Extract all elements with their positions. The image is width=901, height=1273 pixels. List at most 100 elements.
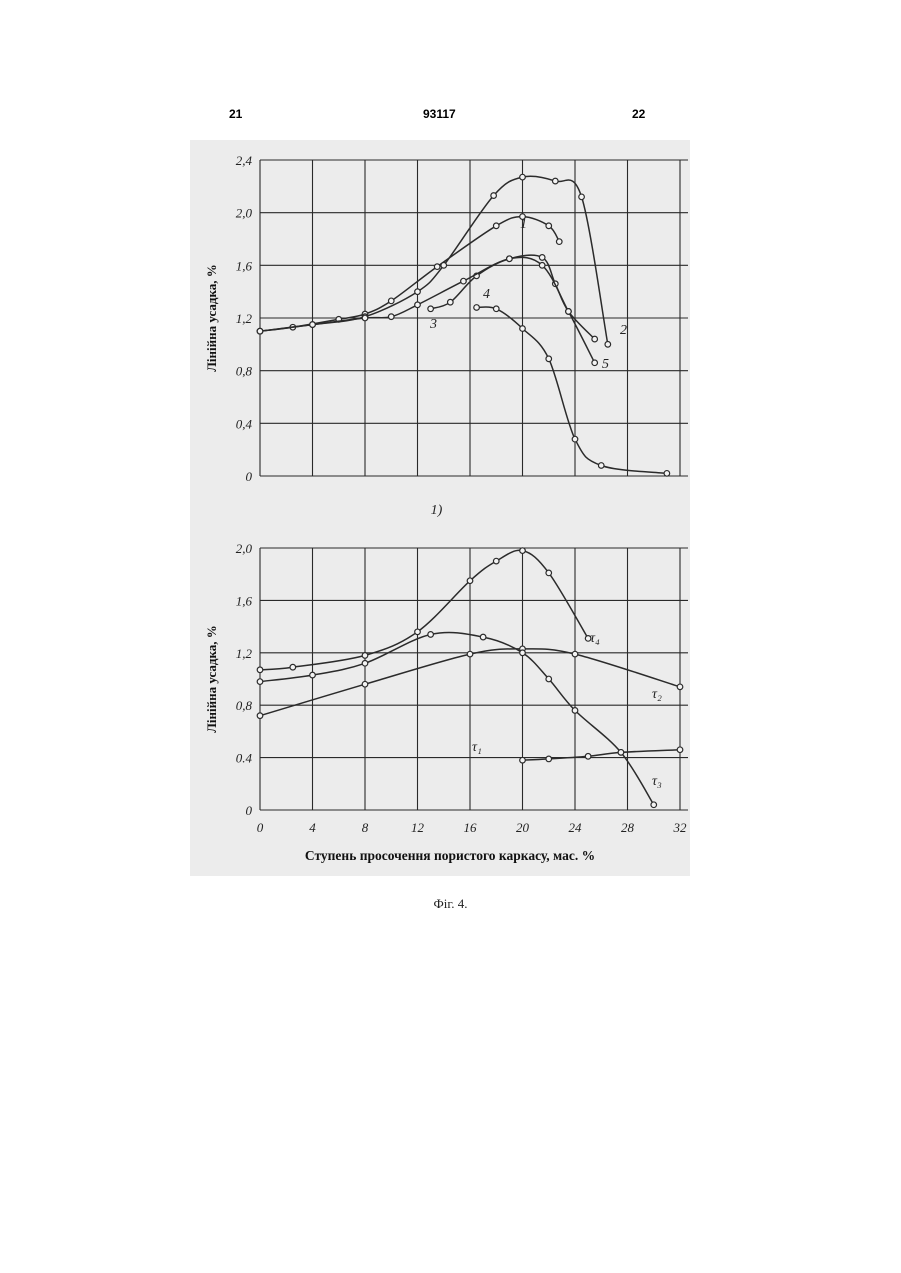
- figure-panel: 00,40,81,21,62,02,4Лінійна усадка, %1)12…: [190, 140, 690, 876]
- data-point: [546, 570, 552, 576]
- x-tick-label: 20: [516, 820, 530, 835]
- data-point: [415, 302, 421, 308]
- data-point: [520, 757, 526, 763]
- y-tick-label: 2,0: [236, 541, 253, 556]
- data-point: [474, 305, 480, 311]
- y-tick-label: 0: [246, 803, 253, 818]
- data-point: [388, 314, 394, 320]
- data-point: [467, 578, 473, 584]
- y-tick-label: 1,2: [236, 311, 253, 326]
- series-label: 3: [429, 317, 437, 332]
- data-point: [539, 263, 545, 269]
- data-point: [605, 342, 611, 348]
- page-number-right: 22: [632, 107, 645, 121]
- series-line: [477, 307, 667, 474]
- series-label: τ₄: [590, 631, 600, 646]
- data-point: [434, 264, 440, 270]
- data-point: [592, 360, 598, 366]
- data-point: [546, 676, 552, 682]
- data-point: [520, 548, 526, 554]
- x-tick-label: 24: [569, 820, 583, 835]
- data-point: [448, 299, 454, 305]
- y-tick-label: 0.4: [236, 751, 253, 766]
- data-point: [651, 802, 657, 808]
- bottom-chart: 0 0.4 0,8 1,2 1,6 2,0 0 4 8 12 16 20 24 28 32 Лінійна у…: [204, 541, 688, 863]
- x-tick-label: 28: [621, 820, 635, 835]
- x-axis-label: Ступень просочення пористого каркасу, ма…: [305, 848, 595, 863]
- x-tick-label: 16: [464, 820, 478, 835]
- data-point: [579, 194, 585, 200]
- data-point: [461, 278, 467, 284]
- panel-label: 1): [431, 503, 443, 518]
- data-point: [493, 306, 499, 312]
- data-point: [566, 309, 572, 315]
- data-point: [520, 650, 526, 656]
- data-point: [493, 223, 499, 229]
- data-point: [362, 315, 368, 321]
- y-tick-label: 1,2: [236, 646, 253, 661]
- data-point: [553, 178, 559, 184]
- y-tick-label: 1,6: [236, 593, 253, 608]
- y-tick-label: 1,6: [236, 258, 253, 273]
- series-label: 5: [602, 357, 609, 372]
- chart-svg: 00,40,81,21,62,02,4Лінійна усадка, %1)12…: [190, 140, 690, 876]
- data-point: [257, 713, 263, 719]
- y-axis-label: Лінійна усадка, %: [204, 625, 219, 733]
- data-point: [362, 660, 368, 666]
- series-label: 4: [483, 287, 490, 302]
- y-tick-label: 0,4: [236, 416, 253, 431]
- data-point: [572, 651, 578, 657]
- series-label: 2: [620, 323, 627, 338]
- data-point: [290, 664, 296, 670]
- data-point: [664, 471, 670, 477]
- patent-number: 93117: [423, 107, 456, 121]
- x-tick-label: 12: [411, 820, 425, 835]
- data-point: [520, 326, 526, 332]
- y-tick-label: 0: [246, 469, 253, 484]
- data-point: [388, 298, 394, 304]
- data-point: [362, 653, 368, 659]
- data-point: [677, 684, 683, 690]
- data-point: [556, 239, 562, 245]
- series-line: [260, 633, 654, 805]
- data-point: [520, 174, 526, 180]
- data-point: [257, 667, 263, 673]
- data-point: [428, 306, 434, 312]
- data-point: [618, 750, 624, 756]
- data-point: [585, 753, 591, 759]
- x-tick-label: 0: [257, 820, 264, 835]
- series-line: [431, 255, 595, 339]
- series-label: τ₂: [652, 687, 662, 702]
- series-line: [260, 550, 588, 670]
- page-number-left: 21: [229, 107, 242, 121]
- y-tick-label: 0,8: [236, 698, 253, 713]
- data-point: [507, 256, 513, 262]
- data-point: [598, 463, 604, 469]
- data-point: [677, 747, 683, 753]
- x-tick-label: 8: [362, 820, 369, 835]
- data-point: [415, 629, 421, 635]
- x-tick-label: 4: [309, 820, 316, 835]
- series-label: τ₁: [472, 740, 482, 755]
- data-point: [428, 632, 434, 638]
- data-point: [493, 558, 499, 564]
- data-point: [546, 223, 552, 229]
- data-point: [491, 193, 497, 199]
- data-point: [480, 634, 486, 640]
- data-point: [257, 679, 263, 685]
- data-point: [415, 289, 421, 295]
- y-axis-label: Лінійна усадка, %: [204, 264, 219, 372]
- y-tick-label: 0,8: [236, 364, 253, 379]
- data-point: [546, 356, 552, 362]
- data-point: [310, 672, 316, 678]
- data-point: [572, 708, 578, 714]
- data-point: [310, 322, 316, 328]
- data-point: [467, 651, 473, 657]
- series-label: 1: [520, 217, 527, 232]
- series-line: [260, 217, 559, 332]
- x-tick-label: 32: [673, 820, 688, 835]
- data-point: [546, 756, 552, 762]
- series-label: τ₃: [652, 774, 662, 789]
- y-tick-label: 2,0: [236, 206, 253, 221]
- y-tick-label: 2,4: [236, 153, 253, 168]
